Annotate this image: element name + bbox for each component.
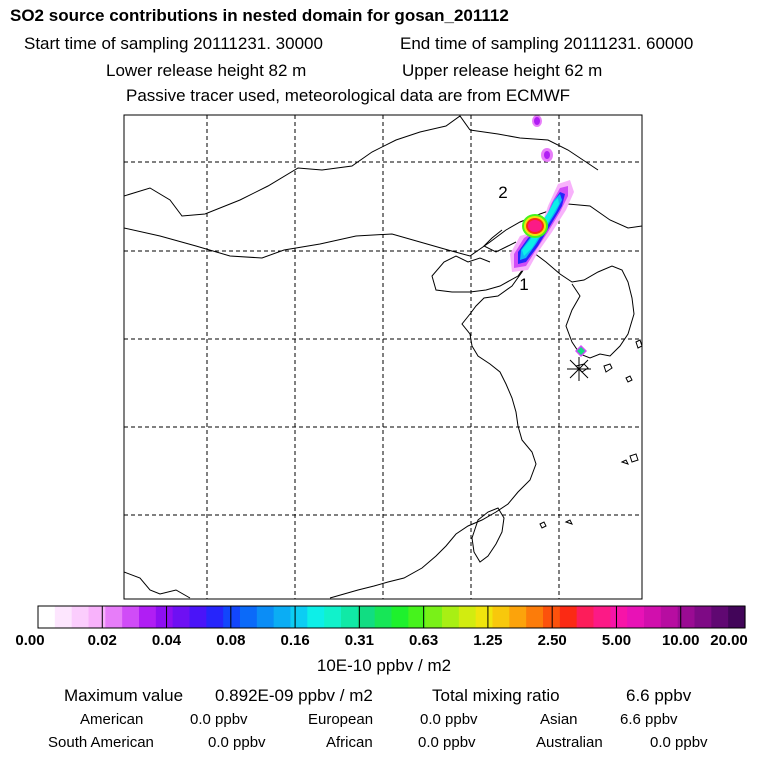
colorbar-swatch <box>728 606 746 628</box>
colorbar-swatch <box>442 606 460 628</box>
colorbar-swatch <box>273 606 292 628</box>
colorbar-swatch <box>559 606 578 628</box>
colorbar-tick-label: 0.31 <box>344 632 374 649</box>
colorbar-swatch <box>509 606 527 628</box>
colorbar-swatch <box>408 606 426 628</box>
colorbar-swatch <box>240 606 258 628</box>
colorbar-swatch <box>172 606 191 628</box>
colorbar-swatches <box>38 606 746 628</box>
colorbar-swatch <box>593 606 611 628</box>
colorbar-frame <box>37 605 746 629</box>
colorbar-units: 10E-10 ppbv / m2 <box>316 656 452 675</box>
colorbar-swatch <box>189 606 207 628</box>
colorbar-swatch <box>526 606 544 628</box>
colorbar-swatch <box>139 606 157 628</box>
colorbar-swatch <box>492 606 510 628</box>
colorbar-swatch <box>341 606 359 628</box>
colorbar-tick-label: 1.25 <box>473 632 503 649</box>
colorbar-swatch <box>644 606 662 628</box>
american-label: American <box>80 711 144 728</box>
colorbar-swatch <box>711 606 729 628</box>
start-time: Start time of sampling 20111231. 30000 <box>24 34 323 53</box>
coastlines-borders <box>124 115 642 599</box>
colorbar-swatch <box>290 606 308 628</box>
asian-label: Asian <box>540 711 578 728</box>
australian-value: 0.0 ppbv <box>650 734 708 751</box>
colorbar-swatch <box>610 606 628 628</box>
colorbar-swatch <box>357 606 376 628</box>
colorbar-swatch <box>307 606 325 628</box>
colorbar-tick-label: 5.00 <box>601 632 632 649</box>
european-value: 0.0 ppbv <box>420 711 478 728</box>
african-label: African <box>326 734 373 751</box>
european-label: European <box>308 711 374 728</box>
colorbar-swatch <box>256 606 275 628</box>
colorbar-swatch <box>576 606 595 628</box>
colorbar-swatch <box>88 606 106 628</box>
colorbar-tick-label: 0.08 <box>216 632 246 649</box>
lower-release-height: Lower release height 82 m <box>106 61 307 80</box>
colorbar-dividers <box>101 606 682 628</box>
receptor-star-icon <box>567 357 591 381</box>
total-mixing-ratio-label: Total mixing ratio <box>432 686 560 705</box>
upper-release-height: Upper release height 62 m <box>402 61 603 80</box>
map-frame <box>123 114 643 600</box>
south-american-value: 0.0 ppbv <box>208 734 266 751</box>
colorbar-tick-label: 0.02 <box>87 632 117 649</box>
colorbar-swatch <box>71 606 90 628</box>
end-time: End time of sampling 20111231. 60000 <box>400 34 694 53</box>
african-value: 0.0 ppbv <box>418 734 476 751</box>
source-label-1: 1 <box>519 275 528 294</box>
colorbar-swatch <box>458 606 477 628</box>
australian-label: Australian <box>536 734 603 751</box>
south-american-label: South American <box>48 734 154 751</box>
data-source-note: Passive tracer used, meteorological data… <box>126 86 571 105</box>
colorbar-swatch <box>38 606 56 628</box>
american-value: 0.0 ppbv <box>190 711 248 728</box>
max-value-label: Maximum value <box>64 686 184 705</box>
colorbar-swatch <box>223 606 241 628</box>
colorbar-swatch <box>425 606 443 628</box>
colorbar-swatch <box>54 606 73 628</box>
colorbar-swatch <box>374 606 393 628</box>
colorbar-swatch <box>694 606 712 628</box>
colorbar-swatch <box>627 606 645 628</box>
colorbar-tick-label: 0.04 <box>151 632 182 649</box>
asian-value: 6.6 ppbv <box>620 711 678 728</box>
colorbar-swatch <box>475 606 494 628</box>
so2-plume-contours <box>510 115 587 357</box>
chart-title: SO2 source contributions in nested domai… <box>10 6 509 25</box>
colorbar-swatch <box>122 606 140 628</box>
colorbar-tick-label: 10.00 <box>661 632 700 649</box>
colorbar-tick-label: 2.50 <box>537 632 567 649</box>
colorbar-tick-label: 0.63 <box>409 632 439 649</box>
source-label-2: 2 <box>498 183 507 202</box>
colorbar-swatch <box>660 606 679 628</box>
colorbar-tick-label: 0.00 <box>15 632 45 649</box>
colorbar-swatch <box>391 606 409 628</box>
colorbar-tick-label: 0.16 <box>280 632 310 649</box>
max-value: 0.892E-09 ppbv / m2 <box>215 686 373 705</box>
colorbar-tick-label: 20.00 <box>710 632 748 649</box>
colorbar-swatch <box>105 606 123 628</box>
colorbar-swatch <box>324 606 342 628</box>
colorbar-swatch <box>206 606 224 628</box>
total-mixing-ratio-value: 6.6 ppbv <box>626 686 692 705</box>
colorbar-swatch <box>155 606 174 628</box>
colorbar-swatch <box>677 606 696 628</box>
